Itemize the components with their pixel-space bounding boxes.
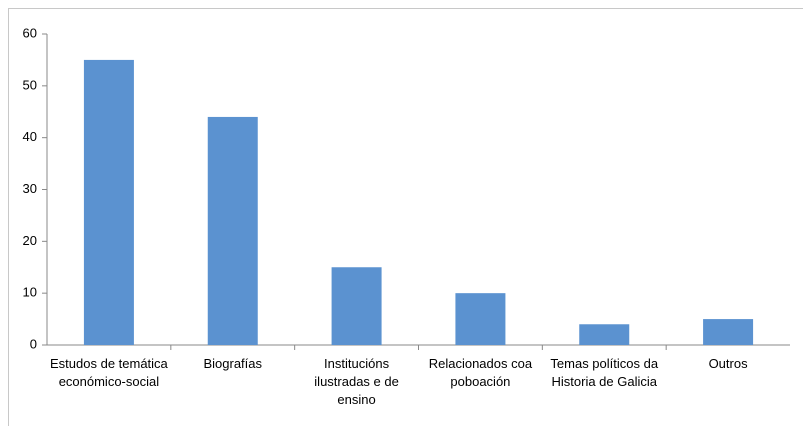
x-tick-label: Temas políticos da Historia de Galicia (550, 356, 659, 389)
y-tick-label: 60 (23, 25, 37, 40)
bar (703, 319, 754, 345)
bar (83, 59, 134, 346)
y-tick-label: 0 (30, 336, 37, 351)
bar (455, 293, 506, 345)
y-tick-label: 20 (23, 233, 37, 248)
x-tick-label: Biografías (203, 356, 263, 371)
y-tick-label: 30 (23, 181, 37, 196)
bar (331, 267, 382, 345)
x-tick-label: Estudos de temática económico-social (50, 356, 168, 389)
y-tick-label: 10 (23, 285, 37, 300)
x-tick-label: Relacionados coa poboación (428, 356, 533, 389)
bar (579, 324, 630, 345)
y-tick-label: 50 (23, 77, 37, 92)
y-tick-label: 40 (23, 129, 37, 144)
x-tick-label: Outros (708, 356, 748, 371)
bar (207, 116, 258, 345)
x-tick-label: Institucións ilustradas e de ensino (314, 356, 399, 407)
chart-frame (8, 8, 803, 426)
